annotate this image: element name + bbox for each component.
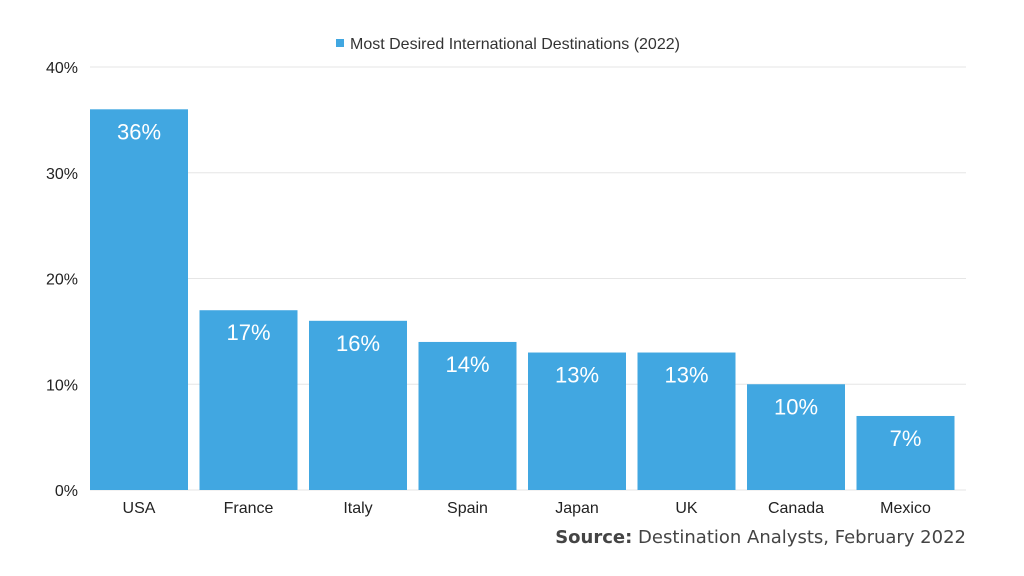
x-tick-label: Mexico <box>880 500 931 517</box>
bar-japan <box>528 352 626 490</box>
data-labels: 36% 17% 16% 14% 13% 13% 10% 7% <box>117 119 921 451</box>
data-label: 16% <box>336 331 380 356</box>
bar-france <box>199 310 298 490</box>
x-tick-label: France <box>224 500 274 517</box>
x-tick-label: Italy <box>343 500 372 517</box>
data-label: 13% <box>555 363 599 388</box>
source-text: Destination Analysts, February 2022 <box>638 527 966 548</box>
legend-label: Most Desired International Destinations … <box>350 36 680 53</box>
x-axis-ticks: USA France Italy Spain Japan UK Canada Mexico <box>123 500 931 517</box>
x-tick-label: Canada <box>768 500 824 517</box>
bars <box>90 109 955 491</box>
data-label: 17% <box>226 320 270 345</box>
bar-italy <box>309 320 407 490</box>
y-tick-label: 10% <box>46 377 78 394</box>
data-label: 7% <box>890 426 922 451</box>
data-label: 13% <box>664 363 708 388</box>
legend-swatch <box>336 39 344 47</box>
bar-uk <box>637 352 736 490</box>
bar-canada <box>747 384 845 490</box>
x-tick-label: Spain <box>447 500 488 517</box>
bar-mexico <box>856 415 955 490</box>
y-tick-label: 30% <box>46 166 78 183</box>
x-tick-label: UK <box>675 500 698 517</box>
data-label: 36% <box>117 119 161 144</box>
data-label: 14% <box>445 352 489 377</box>
bar-spain <box>418 341 517 490</box>
y-tick-label: 40% <box>46 60 78 77</box>
x-tick-label: USA <box>123 500 156 517</box>
source-prefix: Source: <box>555 527 633 548</box>
bar-usa <box>90 109 188 491</box>
x-tick-label: Japan <box>555 500 599 517</box>
source-caption: Source: Destination Analysts, February 2… <box>555 527 966 548</box>
y-tick-label: 0% <box>55 483 78 500</box>
y-tick-label: 20% <box>46 272 78 289</box>
data-label: 10% <box>774 394 818 419</box>
y-axis-ticks: 0% 10% 20% 30% 40% <box>46 60 78 500</box>
legend: Most Desired International Destinations … <box>336 36 680 53</box>
